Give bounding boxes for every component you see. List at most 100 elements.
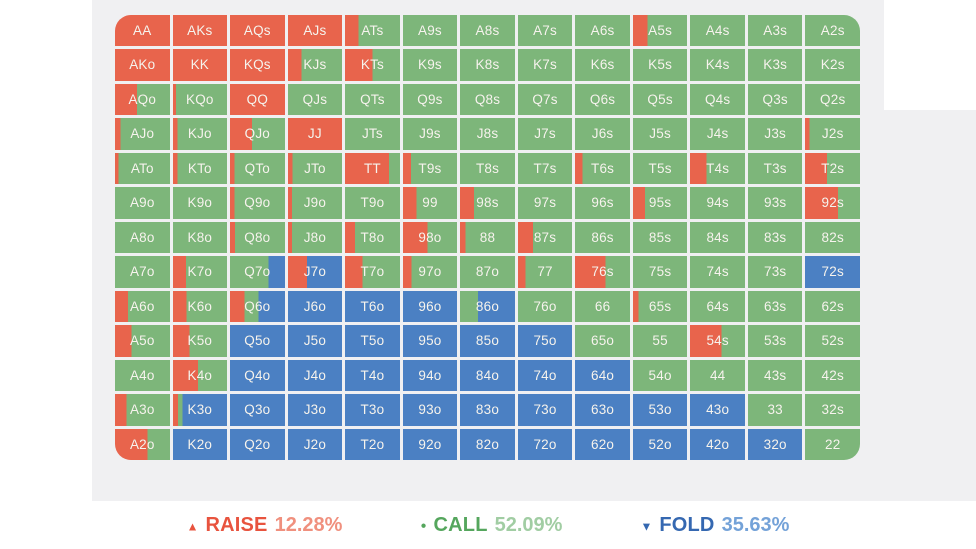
cell-33[interactable]: 33 [747, 394, 803, 426]
cell-32s[interactable]: 32s [805, 394, 860, 426]
cell-A4o[interactable]: A4o [115, 359, 170, 392]
cell-43s[interactable]: 43s [747, 359, 803, 392]
cell-92o[interactable]: 92o [402, 428, 458, 460]
cell-Q2o[interactable]: Q2o [230, 428, 285, 460]
cell-T3s[interactable]: T3s [747, 152, 803, 185]
cell-A2s[interactable]: A2s [805, 15, 860, 47]
cell-82s[interactable]: 82s [805, 221, 860, 254]
cell-A9o[interactable]: A9o [115, 187, 170, 219]
cell-JTo[interactable]: JTo [287, 152, 343, 185]
cell-63o[interactable]: 63o [575, 394, 630, 426]
cell-84s[interactable]: 84s [690, 221, 745, 254]
cell-QQ[interactable]: QQ [230, 83, 285, 116]
cell-K8s[interactable]: K8s [460, 49, 515, 81]
cell-Q8o[interactable]: Q8o [230, 221, 285, 254]
cell-T6s[interactable]: T6s [575, 152, 630, 185]
cell-J4s[interactable]: J4s [690, 118, 745, 150]
cell-J3s[interactable]: J3s [747, 118, 803, 150]
cell-J9s[interactable]: J9s [402, 118, 458, 150]
cell-A8s[interactable]: A8s [460, 15, 515, 47]
cell-77[interactable]: 77 [517, 256, 573, 288]
cell-KQo[interactable]: KQo [172, 83, 228, 116]
cell-44[interactable]: 44 [690, 359, 745, 392]
cell-Q7o[interactable]: Q7o [230, 256, 285, 288]
cell-T9s[interactable]: T9s [402, 152, 458, 185]
cell-94o[interactable]: 94o [402, 359, 458, 392]
cell-54o[interactable]: 54o [632, 359, 688, 392]
cell-73o[interactable]: 73o [517, 394, 573, 426]
cell-T8o[interactable]: T8o [345, 221, 400, 254]
cell-J5o[interactable]: J5o [287, 325, 343, 357]
cell-42o[interactable]: 42o [690, 428, 745, 460]
cell-J2o[interactable]: J2o [287, 428, 343, 460]
cell-T5s[interactable]: T5s [632, 152, 688, 185]
cell-Q7s[interactable]: Q7s [517, 83, 573, 116]
cell-83o[interactable]: 83o [460, 394, 515, 426]
cell-88[interactable]: 88 [460, 221, 515, 254]
cell-K9o[interactable]: K9o [172, 187, 228, 219]
cell-T4s[interactable]: T4s [690, 152, 745, 185]
cell-64o[interactable]: 64o [575, 359, 630, 392]
cell-73s[interactable]: 73s [747, 256, 803, 288]
cell-AJo[interactable]: AJo [115, 118, 170, 150]
cell-J8o[interactable]: J8o [287, 221, 343, 254]
cell-T5o[interactable]: T5o [345, 325, 400, 357]
cell-55[interactable]: 55 [632, 325, 688, 357]
cell-Q9o[interactable]: Q9o [230, 187, 285, 219]
cell-22[interactable]: 22 [805, 428, 860, 460]
cell-J2s[interactable]: J2s [805, 118, 860, 150]
cell-J6o[interactable]: J6o [287, 290, 343, 323]
cell-99[interactable]: 99 [402, 187, 458, 219]
cell-96o[interactable]: 96o [402, 290, 458, 323]
cell-T2o[interactable]: T2o [345, 428, 400, 460]
cell-95o[interactable]: 95o [402, 325, 458, 357]
cell-J8s[interactable]: J8s [460, 118, 515, 150]
cell-T7s[interactable]: T7s [517, 152, 573, 185]
cell-64s[interactable]: 64s [690, 290, 745, 323]
cell-TT[interactable]: TT [345, 152, 400, 185]
cell-A3s[interactable]: A3s [747, 15, 803, 47]
cell-K2o[interactable]: K2o [172, 428, 228, 460]
cell-K4o[interactable]: K4o [172, 359, 228, 392]
cell-QTs[interactable]: QTs [345, 83, 400, 116]
cell-AJs[interactable]: AJs [287, 15, 343, 47]
cell-76s[interactable]: 76s [575, 256, 630, 288]
cell-J5s[interactable]: J5s [632, 118, 688, 150]
cell-A2o[interactable]: A2o [115, 428, 170, 460]
cell-93o[interactable]: 93o [402, 394, 458, 426]
cell-72s[interactable]: 72s [805, 256, 860, 288]
cell-62s[interactable]: 62s [805, 290, 860, 323]
cell-52o[interactable]: 52o [632, 428, 688, 460]
cell-AKo[interactable]: AKo [115, 49, 170, 81]
cell-42s[interactable]: 42s [805, 359, 860, 392]
cell-KTo[interactable]: KTo [172, 152, 228, 185]
cell-A9s[interactable]: A9s [402, 15, 458, 47]
cell-52s[interactable]: 52s [805, 325, 860, 357]
cell-A3o[interactable]: A3o [115, 394, 170, 426]
cell-97s[interactable]: 97s [517, 187, 573, 219]
cell-T8s[interactable]: T8s [460, 152, 515, 185]
cell-84o[interactable]: 84o [460, 359, 515, 392]
cell-98s[interactable]: 98s [460, 187, 515, 219]
cell-63s[interactable]: 63s [747, 290, 803, 323]
cell-85s[interactable]: 85s [632, 221, 688, 254]
cell-A4s[interactable]: A4s [690, 15, 745, 47]
cell-62o[interactable]: 62o [575, 428, 630, 460]
cell-93s[interactable]: 93s [747, 187, 803, 219]
cell-86o[interactable]: 86o [460, 290, 515, 323]
cell-ATs[interactable]: ATs [345, 15, 400, 47]
cell-J9o[interactable]: J9o [287, 187, 343, 219]
cell-QJs[interactable]: QJs [287, 83, 343, 116]
cell-Q9s[interactable]: Q9s [402, 83, 458, 116]
cell-Q4s[interactable]: Q4s [690, 83, 745, 116]
cell-Q8s[interactable]: Q8s [460, 83, 515, 116]
cell-Q2s[interactable]: Q2s [805, 83, 860, 116]
cell-JTs[interactable]: JTs [345, 118, 400, 150]
cell-65s[interactable]: 65s [632, 290, 688, 323]
cell-J3o[interactable]: J3o [287, 394, 343, 426]
cell-A7o[interactable]: A7o [115, 256, 170, 288]
cell-A6s[interactable]: A6s [575, 15, 630, 47]
cell-65o[interactable]: 65o [575, 325, 630, 357]
cell-Q6s[interactable]: Q6s [575, 83, 630, 116]
cell-97o[interactable]: 97o [402, 256, 458, 288]
